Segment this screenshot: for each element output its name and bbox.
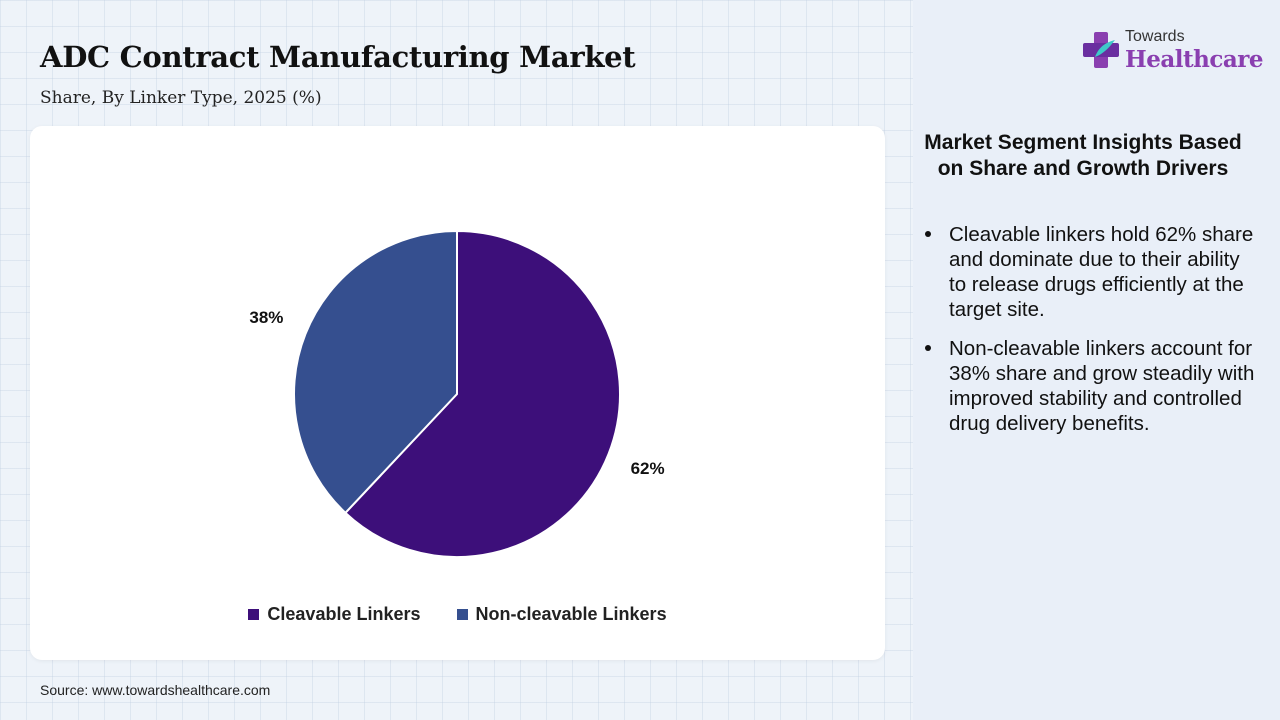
source-note: Source: www.towardshealthcare.com <box>40 682 271 698</box>
page-subtitle: Share, By Linker Type, 2025 (%) <box>40 88 322 108</box>
insight-item-non-cleavable: Non-cleavable linkers account for 38% sh… <box>925 336 1255 436</box>
legend-item-non-cleavable: Non-cleavable Linkers <box>456 604 667 625</box>
pie-slice-cleavable <box>344 229 621 558</box>
medical-cross-icon <box>1083 32 1119 68</box>
logo-text-healthcare: Healthcare <box>1125 46 1264 73</box>
insight-item-cleavable: Cleavable linkers hold 62% share and dom… <box>925 222 1255 322</box>
pie-chart: 62% 38% <box>249 229 665 558</box>
bullet-icon <box>925 345 931 351</box>
insights-heading: Market Segment Insights Based on Share a… <box>924 131 1242 180</box>
chart-legend: Cleavable Linkers Non-cleavable Linkers <box>30 604 885 625</box>
bullet-icon <box>925 231 931 237</box>
insight-text-non-cleavable: Non-cleavable linkers account for 38% sh… <box>949 337 1255 435</box>
insights-panel: Towards Healthcare Market Segment Insigh… <box>913 0 1280 720</box>
legend-swatch-cleavable <box>248 609 260 620</box>
logo-text-towards: Towards <box>1125 28 1185 45</box>
insights-list: Cleavable linkers hold 62% share and dom… <box>925 222 1255 450</box>
insight-text-cleavable: Cleavable linkers hold 62% share and dom… <box>949 223 1254 321</box>
legend-item-cleavable: Cleavable Linkers <box>248 604 421 625</box>
brand-logo[interactable]: Towards Healthcare <box>1081 26 1271 80</box>
page-title: ADC Contract Manufacturing Market <box>40 40 636 74</box>
left-area: ADC Contract Manufacturing Market Share,… <box>30 40 885 698</box>
legend-label-cleavable: Cleavable Linkers <box>267 604 421 624</box>
legend-swatch-non-cleavable <box>456 609 468 620</box>
legend-label-non-cleavable: Non-cleavable Linkers <box>475 604 667 624</box>
data-label-non-cleavable: 38% <box>249 308 283 327</box>
chart-card: 62% 38% Cleavable Linkers Non-cleavable L… <box>30 126 885 660</box>
data-label-cleavable: 62% <box>631 459 665 478</box>
pie-slice-non-cleavable <box>293 229 458 515</box>
